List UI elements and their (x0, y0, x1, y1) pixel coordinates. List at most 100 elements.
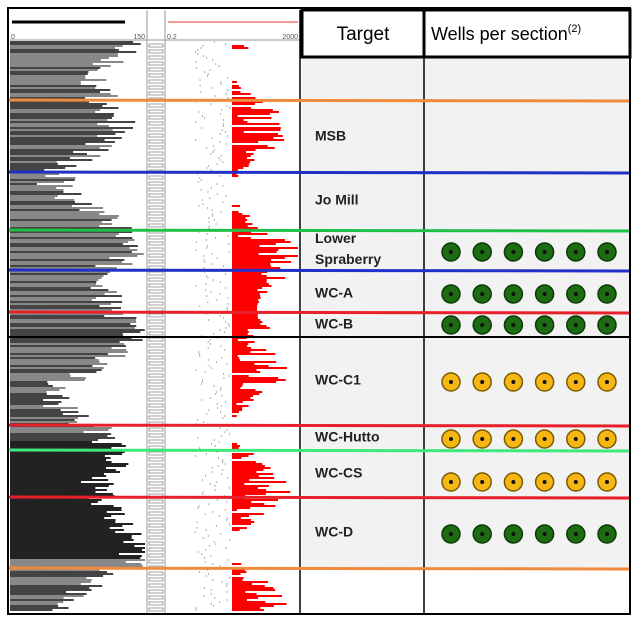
res-dot (222, 417, 224, 419)
res-dot (213, 541, 215, 543)
res-dot (210, 291, 212, 293)
res-dot (210, 589, 212, 591)
res-dot (215, 525, 218, 527)
res-dot (215, 361, 218, 363)
horizon-line (7, 228, 631, 233)
res-dot (208, 221, 210, 223)
res-dot (227, 303, 229, 305)
res-dot (207, 277, 209, 279)
res-dot (222, 469, 224, 471)
well-center (449, 437, 453, 441)
depth-tick (148, 475, 164, 480)
depth-tick (148, 211, 164, 216)
well-center (511, 292, 516, 296)
well-center (573, 292, 578, 296)
res-dot (225, 547, 227, 549)
res-dot (203, 587, 206, 589)
res-dot (195, 249, 197, 251)
res-dot (213, 41, 215, 43)
depth-tick (148, 553, 164, 558)
res-dot (222, 373, 225, 375)
res-dot (208, 227, 210, 229)
well-center (449, 532, 453, 536)
res-dot (215, 63, 217, 65)
res-dot (212, 511, 214, 513)
depth-tick (148, 235, 164, 240)
res-dot (219, 141, 221, 143)
well-center (480, 292, 485, 296)
res-dot (207, 535, 209, 537)
horizon-lines (7, 98, 631, 571)
res-dot (204, 561, 206, 563)
res-dot (197, 507, 199, 509)
res-dot (220, 345, 222, 347)
res-dot (206, 275, 208, 277)
res-dot (212, 279, 214, 281)
res-dot (197, 437, 199, 439)
target-label: WC-C1 (315, 372, 361, 388)
res-dot (198, 571, 201, 573)
depth-tick (148, 103, 164, 108)
res-dot (196, 527, 198, 529)
depth-tick (148, 559, 164, 564)
depth-tick (148, 325, 164, 330)
depth-tick (148, 253, 164, 258)
depth-tick (148, 49, 164, 54)
depth-tick (148, 115, 164, 120)
res-dot (212, 59, 214, 61)
res-dot (215, 391, 217, 393)
res-dot (224, 415, 226, 417)
depth-tick (148, 151, 164, 156)
res-dot (228, 487, 230, 489)
res-dot (211, 443, 213, 445)
res-dot (220, 473, 223, 475)
res-dot (206, 167, 208, 169)
well-center (542, 380, 547, 384)
res-dot (222, 461, 224, 463)
res-dot (217, 157, 220, 159)
res-dot (208, 545, 211, 547)
depth-tick (148, 535, 164, 540)
well-center (573, 250, 578, 254)
header-cell (422, 8, 632, 59)
res-dot (220, 83, 222, 85)
res-dot (226, 77, 229, 79)
res-dot (207, 301, 209, 303)
res-dot (226, 599, 228, 601)
res-dot (218, 601, 221, 603)
depth-tick (148, 43, 164, 48)
res-dot (209, 343, 211, 345)
horizon-line (7, 566, 631, 571)
res-dot (222, 123, 225, 125)
res-dot (221, 459, 224, 461)
res-dot (229, 539, 231, 541)
target-label: WC-A (315, 285, 353, 301)
depth-tick (148, 139, 164, 144)
res-dot (226, 135, 229, 137)
res-dot (197, 49, 199, 51)
depth-tick (148, 271, 164, 276)
res-dot (228, 325, 230, 327)
res-dot (200, 179, 202, 181)
depth-tick (148, 181, 164, 186)
res-dot (199, 177, 201, 179)
res-dot (225, 143, 227, 145)
res-dot (213, 605, 215, 607)
res-dot (213, 385, 215, 387)
res-dot (221, 109, 223, 111)
depth-tick (148, 463, 164, 468)
depth-tick (148, 391, 164, 396)
res-dot (222, 265, 225, 267)
depth-tick (148, 163, 164, 168)
res-dot (195, 67, 198, 69)
res-dot (207, 359, 209, 361)
res-dot (210, 187, 212, 189)
res-dot (226, 501, 228, 503)
res-dot (227, 97, 229, 99)
res-dot (216, 163, 218, 165)
res-dot (203, 595, 205, 597)
res-dot (210, 593, 212, 595)
res-dot (205, 453, 207, 455)
res-dot (216, 183, 218, 185)
